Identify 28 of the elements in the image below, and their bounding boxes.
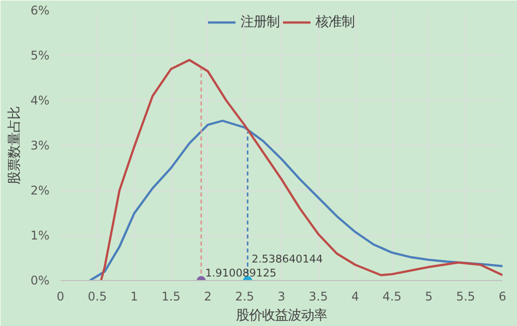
- x-tick-label: 3: [278, 290, 286, 304]
- x-tick-label: 3.5: [308, 290, 328, 304]
- y-tick-label: 0%: [30, 274, 50, 288]
- line-series: [100, 58, 502, 280]
- y-tick-label: 4%: [30, 94, 50, 108]
- line-series: [88, 120, 502, 280]
- y-tick-label: 2%: [30, 184, 50, 198]
- legend-label: 核准制: [316, 14, 354, 31]
- x-tick-label: 0: [56, 290, 64, 304]
- x-tick-label: 4.5: [382, 290, 402, 304]
- x-tick-label: 1: [130, 290, 138, 304]
- x-tick-label: 4: [351, 290, 359, 304]
- y-tick-label: 6%: [30, 4, 50, 18]
- x-tick-label: 5: [425, 290, 433, 304]
- x-tick-label: 6: [498, 290, 506, 304]
- x-tick-label: 2: [204, 290, 212, 304]
- y-axis-title: 股票数量占比: [7, 106, 22, 184]
- x-tick-label: 5.5: [456, 290, 476, 304]
- y-tick-label: 1%: [30, 228, 50, 242]
- x-tick-label: 1.5: [161, 290, 181, 304]
- legend-label: 注册制: [240, 14, 280, 31]
- annotation: 1.910089125: [205, 266, 276, 280]
- x-tick-label: 0.5: [88, 290, 107, 304]
- x-tick-label: 2.5: [235, 290, 254, 304]
- annotation: 2.538640144: [252, 252, 324, 266]
- x-axis-title: 股价收益波动率: [236, 308, 327, 324]
- y-tick-label: 5%: [30, 48, 50, 62]
- y-tick-label: 3%: [30, 138, 50, 152]
